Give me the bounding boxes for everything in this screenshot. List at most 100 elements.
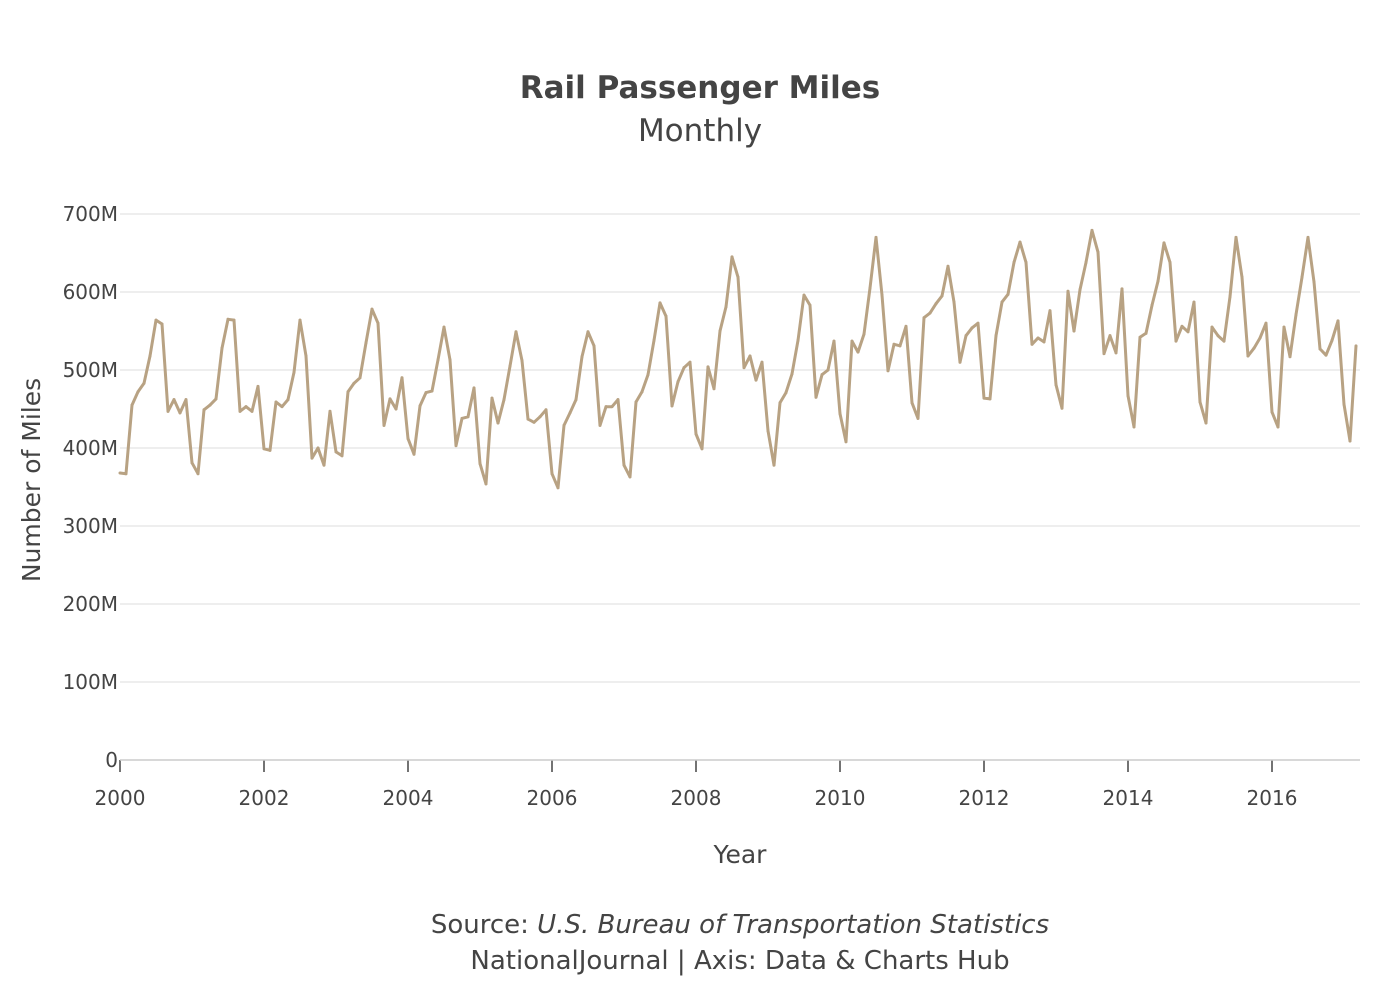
data-point (718, 329, 722, 333)
data-point (262, 447, 266, 451)
data-point (412, 452, 416, 456)
data-point (874, 235, 878, 239)
data-point (1294, 313, 1298, 317)
x-tick-label: 2000 (95, 786, 146, 810)
data-point (1348, 439, 1352, 443)
data-point (1318, 347, 1322, 351)
y-tick-label: 0 (105, 748, 118, 772)
gridlines (120, 213, 1360, 683)
data-point (448, 358, 452, 362)
data-point (364, 341, 368, 345)
data-point (442, 325, 446, 329)
data-point (856, 350, 860, 354)
data-point (304, 354, 308, 358)
data-point (1216, 334, 1220, 338)
data-point (244, 405, 248, 409)
data-point (166, 409, 170, 413)
data-point (1054, 383, 1058, 387)
data-point (1180, 324, 1184, 328)
data-point (958, 360, 962, 364)
source-name: U.S. Bureau of Transportation Statistics (537, 910, 1050, 940)
data-point (1042, 340, 1046, 344)
data-point (310, 456, 314, 460)
data-point (556, 486, 560, 490)
data-point (178, 411, 182, 415)
data-point (496, 421, 500, 425)
data-point (634, 400, 638, 404)
data-point (610, 405, 614, 409)
data-point (694, 432, 698, 436)
data-point (1066, 289, 1070, 293)
data-point (988, 397, 992, 401)
data-point (184, 398, 188, 402)
data-point (1174, 339, 1178, 343)
data-point (832, 339, 836, 343)
data-point (628, 475, 632, 479)
data-point (940, 294, 944, 298)
data-point (250, 409, 254, 413)
data-point (724, 305, 728, 309)
data-point (604, 405, 608, 409)
data-point (136, 390, 140, 394)
data-point (820, 373, 824, 377)
data-point (370, 307, 374, 311)
data-point (190, 461, 194, 465)
data-point (478, 462, 482, 466)
y-tick-label: 400M (63, 436, 118, 460)
data-point (1282, 325, 1286, 329)
data-point (742, 366, 746, 370)
data-point (880, 293, 884, 297)
data-point (850, 339, 854, 343)
y-tick-label: 200M (63, 592, 118, 616)
data-point (922, 316, 926, 320)
y-tick-label: 500M (63, 358, 118, 382)
data-point (892, 342, 896, 346)
data-point (394, 407, 398, 411)
data-point (340, 454, 344, 458)
data-point (568, 411, 572, 415)
data-point (802, 293, 806, 297)
data-point (1012, 260, 1016, 264)
data-point (1144, 331, 1148, 335)
data-point (646, 373, 650, 377)
data-point (154, 318, 158, 322)
data-point (226, 317, 230, 321)
data-point (952, 300, 956, 304)
data-point (1324, 353, 1328, 357)
data-point (1342, 402, 1346, 406)
data-point (1264, 321, 1268, 325)
data-point (1234, 235, 1238, 239)
data-point (460, 416, 464, 420)
data-point (1150, 303, 1154, 307)
data-point (436, 358, 440, 362)
data-point (334, 450, 338, 454)
data-point (1126, 394, 1130, 398)
data-point (298, 318, 302, 322)
data-point (1120, 287, 1124, 291)
data-point (400, 376, 404, 380)
data-point (1198, 400, 1202, 404)
data-point (322, 463, 326, 467)
data-point (256, 384, 260, 388)
data-point (202, 408, 206, 412)
data-point (1336, 319, 1340, 323)
data-point (1204, 421, 1208, 425)
data-point (490, 396, 494, 400)
data-point (502, 398, 506, 402)
data-point (1168, 260, 1172, 264)
data-point (1060, 406, 1064, 410)
chart-title: Rail Passenger Miles (519, 70, 881, 106)
data-point (346, 390, 350, 394)
data-point (580, 355, 584, 359)
data-point (586, 330, 590, 334)
series-rail-passenger-miles (118, 228, 1358, 490)
data-point (562, 423, 566, 427)
data-point (550, 472, 554, 476)
data-point (772, 463, 776, 467)
data-point (1330, 338, 1334, 342)
data-point (1048, 309, 1052, 313)
data-point (1108, 334, 1112, 338)
data-point (754, 378, 758, 382)
data-point (1252, 346, 1256, 350)
data-point (1138, 335, 1142, 339)
